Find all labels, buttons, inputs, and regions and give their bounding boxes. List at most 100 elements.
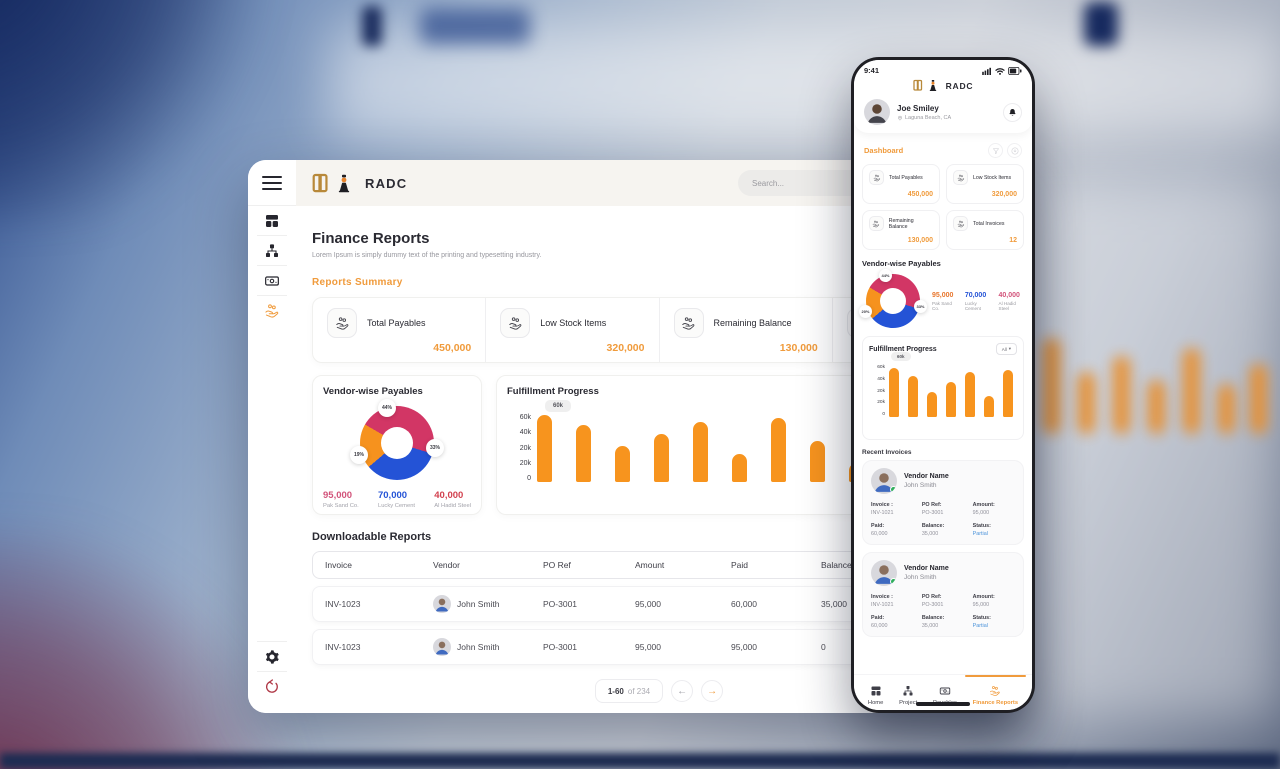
background-blur-shape bbox=[362, 6, 382, 46]
bar-column: Jan 5, 25 bbox=[965, 365, 975, 417]
brand-name: RADC bbox=[945, 80, 974, 91]
profile-row: Joe Smiley Laguna Beach, CA bbox=[864, 99, 1022, 125]
invoice-card[interactable]: Vendor Name John Smith Invoice : INV-1021… bbox=[862, 460, 1024, 545]
y-tick-label: 60k bbox=[519, 414, 531, 421]
bar-plot: Jan 1, 25 Jan 2, 25 Jan 3, 25 Jan 4, 25 Jan … bbox=[889, 365, 1021, 417]
brand-emblem-monument-icon bbox=[338, 174, 350, 192]
status-badge: Partial bbox=[972, 623, 988, 629]
invoice-cell: INV-1023 bbox=[325, 642, 361, 652]
column-header: Paid bbox=[731, 560, 749, 570]
vendor-amount: 70,000 bbox=[964, 291, 987, 299]
background-blur-shape bbox=[420, 8, 530, 44]
sidebar-item-projects[interactable] bbox=[248, 236, 296, 265]
vendor-amount: 95,000 bbox=[932, 291, 954, 299]
bar bbox=[732, 454, 747, 482]
donut-percent-label: 33% bbox=[914, 300, 927, 313]
vendor-cell: John Smith bbox=[457, 599, 500, 609]
field-po-ref: PO Ref: PO-3001 bbox=[921, 502, 944, 516]
amount-cell: 95,000 bbox=[635, 599, 661, 609]
page-subtitle: Lorem Ipsum is simply dummy text of the … bbox=[312, 252, 542, 259]
gear-icon bbox=[264, 649, 279, 664]
balance-cell: 35,000 bbox=[821, 599, 847, 609]
bar bbox=[889, 368, 899, 417]
profile-name: Joe Smiley bbox=[897, 103, 939, 113]
nav-item-finance-reports[interactable]: Finance Reports bbox=[964, 675, 1027, 706]
chevron-down-icon: ▾ bbox=[1008, 346, 1011, 351]
profile-avatar[interactable] bbox=[864, 99, 890, 125]
vendor-name: Al Hadid Steel bbox=[434, 503, 471, 509]
card-title: Fulfillment Progress bbox=[507, 386, 599, 397]
vendor-title: Vendor Name bbox=[904, 565, 949, 572]
vendor-legend-item: 70,000 Lucky Cement bbox=[965, 292, 991, 311]
field-po-ref: PO Ref: PO-3001 bbox=[921, 594, 944, 608]
sidebar-item-settings[interactable] bbox=[248, 642, 296, 671]
bar bbox=[984, 395, 994, 417]
nav-item-project[interactable]: Project bbox=[895, 685, 921, 706]
recent-invoices-heading: Recent Invoices bbox=[862, 449, 912, 456]
banknote-icon bbox=[265, 275, 279, 286]
background-bar-shape bbox=[1113, 356, 1130, 434]
hand-coins-icon bbox=[673, 308, 704, 338]
donut-percent-label: 33% bbox=[426, 439, 444, 457]
vendor-title: Vendor Name bbox=[904, 473, 949, 480]
notifications-button[interactable] bbox=[1003, 102, 1022, 122]
filter-button[interactable] bbox=[988, 143, 1003, 158]
profile-location: Laguna Beach, CA bbox=[905, 114, 952, 121]
sidebar-item-logout[interactable] bbox=[248, 672, 296, 701]
bar bbox=[927, 391, 937, 417]
download-button[interactable] bbox=[1007, 143, 1022, 158]
column-header: Vendor bbox=[433, 560, 460, 570]
background-bar-shape bbox=[1183, 348, 1200, 434]
y-tick-label: 20k bbox=[877, 388, 885, 394]
vendor-legend-item: 40,000 Al Hadid Steel bbox=[999, 292, 1024, 311]
sidebar-item-finance-reports[interactable] bbox=[248, 296, 296, 325]
downloadable-reports-heading: Downloadable Reports bbox=[312, 531, 432, 543]
sidebar-item-payables[interactable] bbox=[248, 266, 296, 295]
field-amount: Amount: 95,000 bbox=[972, 594, 995, 608]
balance-cell: 0 bbox=[821, 642, 826, 652]
bar-column: Jan 5, 25 bbox=[693, 414, 708, 482]
pagination: 1-60 of 234 ← → bbox=[312, 679, 1006, 703]
hamburger-menu-button[interactable] bbox=[262, 173, 282, 193]
y-tick-label: 0 bbox=[527, 475, 531, 482]
battery-icon bbox=[1008, 66, 1022, 75]
background-bar-shape bbox=[1043, 338, 1060, 434]
status-bar: 9:41 bbox=[864, 66, 1022, 75]
page-title: Finance Reports bbox=[312, 230, 430, 247]
home-indicator[interactable] bbox=[916, 702, 970, 706]
chart-tooltip: 60k bbox=[545, 400, 572, 412]
page-total: of 234 bbox=[627, 686, 651, 696]
next-page-button[interactable]: → bbox=[701, 680, 724, 702]
stat-value: 130,000 bbox=[779, 342, 818, 354]
status-time: 9:41 bbox=[864, 66, 880, 75]
invoice-card[interactable]: Vendor Name John Smith Invoice : INV-1021… bbox=[862, 552, 1024, 637]
donut-percent-label: 20% bbox=[859, 305, 872, 318]
bar-column: Jan 7, 25 bbox=[1003, 365, 1013, 417]
background-bar-shape bbox=[1218, 384, 1235, 434]
donut bbox=[866, 274, 920, 328]
previous-page-button[interactable]: ← bbox=[671, 680, 694, 702]
logout-icon bbox=[265, 678, 278, 693]
brand-logo: RADC bbox=[312, 173, 407, 194]
vendor-avatar bbox=[871, 560, 897, 586]
nav-item-home[interactable]: Home bbox=[864, 685, 887, 706]
y-axis: 60k 40k 20k 20k 0 bbox=[507, 414, 531, 482]
bar bbox=[693, 422, 708, 482]
sidebar-item-dashboard[interactable] bbox=[248, 206, 296, 235]
org-chart-icon bbox=[265, 243, 279, 258]
bar bbox=[908, 376, 918, 417]
hand-coins-icon bbox=[869, 216, 884, 231]
filter-dropdown[interactable]: All ▾ bbox=[995, 343, 1017, 355]
reports-summary-heading: Reports Summary bbox=[312, 277, 403, 288]
paid-cell: 95,000 bbox=[731, 642, 757, 652]
column-header: Balance bbox=[821, 560, 852, 570]
vendor-amount: 95,000 bbox=[323, 490, 353, 501]
bar bbox=[965, 372, 975, 417]
pagination-range: 1-60 of 234 bbox=[594, 679, 664, 703]
bar-column: Jan 3, 25 bbox=[615, 414, 630, 482]
avatar bbox=[433, 595, 451, 613]
page-range: 1-60 bbox=[607, 686, 624, 696]
hand-coins-icon bbox=[953, 216, 968, 231]
